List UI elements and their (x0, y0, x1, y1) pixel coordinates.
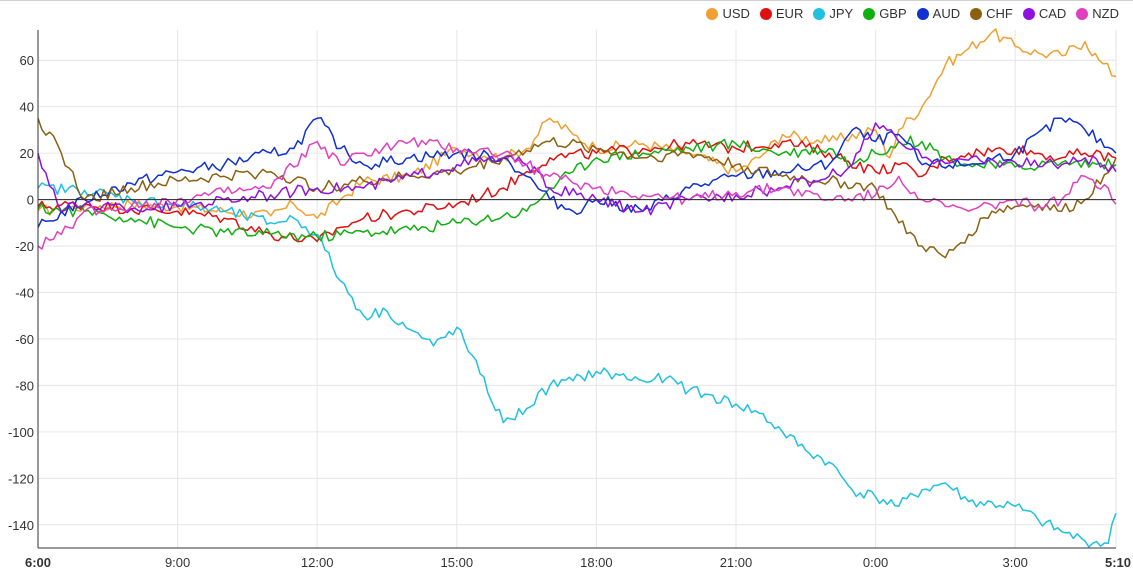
legend-label: CAD (1038, 6, 1067, 21)
legend-label: CHF (986, 6, 1013, 21)
series-line-usd (37, 28, 1117, 220)
legend-item-jpy[interactable]: JPY (813, 6, 853, 21)
chart-axes (37, 30, 1116, 549)
y-tick-label: 60 (20, 53, 34, 68)
legend-swatch (970, 7, 983, 20)
legend-swatch (759, 7, 772, 20)
top-border-line (0, 0, 1133, 1)
x-tick-label: 9:00 (165, 555, 190, 570)
legend-swatch (863, 7, 876, 20)
y-tick-label: -80 (15, 378, 34, 393)
legend-item-eur[interactable]: EUR (759, 6, 804, 21)
legend-label: USD (722, 6, 750, 21)
x-tick-label: 6:00 (25, 555, 51, 570)
series-line-eur (37, 138, 1117, 243)
legend-swatch (813, 7, 826, 20)
legend-item-usd[interactable]: USD (706, 6, 750, 21)
y-tick-label: -40 (15, 285, 34, 300)
series-line-jpy (37, 182, 1117, 548)
legend-label: GBP (879, 6, 907, 21)
legend-label: NZD (1092, 6, 1119, 21)
legend: USD EUR JPY GBP AUD CHF CAD NZD (706, 6, 1119, 21)
legend-item-cad[interactable]: CAD (1022, 6, 1067, 21)
chart-tick-labels: 60 40 20 0 -20 -40 -60 -80 -100 -120 -140 6:00 9:00 1… (8, 53, 1131, 570)
x-tick-label: 0:00 (863, 555, 888, 570)
x-tick-label: 5:10 (1105, 555, 1131, 570)
legend-swatch (916, 7, 929, 20)
legend-item-chf[interactable]: CHF (970, 6, 1013, 21)
y-tick-label: 0 (27, 193, 34, 208)
y-tick-label: 40 (20, 100, 34, 115)
series-line-aud (37, 116, 1117, 228)
legend-label: JPY (829, 6, 854, 21)
y-tick-label: 20 (20, 146, 34, 161)
legend-label: AUD (932, 6, 961, 21)
x-tick-label: 3:00 (1003, 555, 1028, 570)
x-tick-label: 15:00 (441, 555, 474, 570)
legend-item-nzd[interactable]: NZD (1076, 6, 1119, 21)
y-tick-label: -120 (8, 471, 34, 486)
series-line-gbp (37, 135, 1117, 242)
legend-swatch (706, 7, 719, 20)
x-tick-label: 12:00 (301, 555, 334, 570)
y-tick-label: -140 (8, 518, 34, 533)
y-tick-label: -100 (8, 425, 34, 440)
x-tick-label: 18:00 (580, 555, 613, 570)
legend-label: EUR (775, 6, 804, 21)
legend-swatch (1076, 7, 1089, 20)
legend-swatch (1022, 7, 1035, 20)
legend-item-aud[interactable]: AUD (916, 6, 961, 21)
x-tick-label: 21:00 (720, 555, 753, 570)
series-line-chf (37, 118, 1117, 259)
legend-item-gbp[interactable]: GBP (863, 6, 907, 21)
y-tick-label: -20 (15, 239, 34, 254)
series-line-cad (37, 122, 1117, 216)
chart-series (37, 28, 1117, 548)
chart-grid (37, 30, 1117, 548)
y-tick-label: -60 (15, 332, 34, 347)
